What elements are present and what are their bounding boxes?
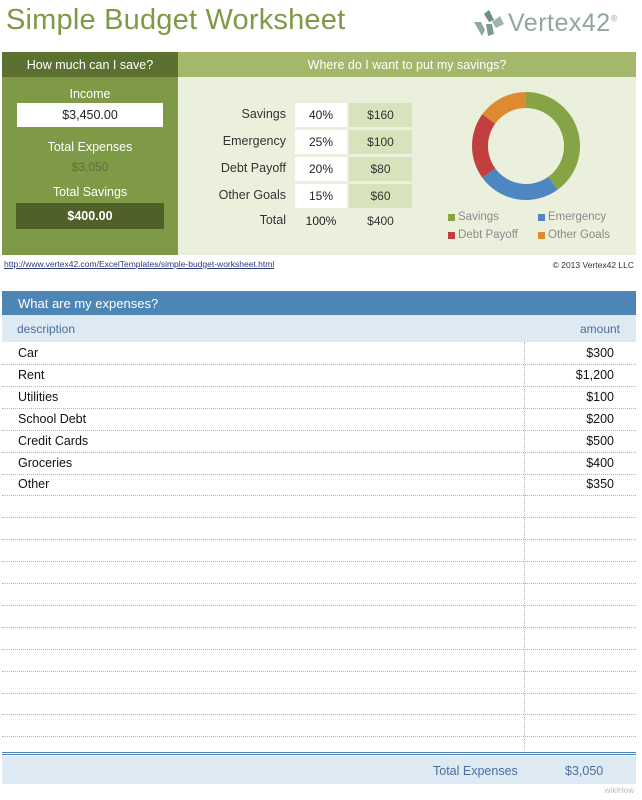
allocation-total-label: Total xyxy=(259,213,286,227)
allocation-amount: $80 xyxy=(349,157,412,181)
table-row[interactable] xyxy=(2,539,636,563)
expense-description[interactable]: Groceries xyxy=(18,455,73,470)
expenses-total-row: Total Expenses $3,050 xyxy=(2,756,636,784)
table-row[interactable] xyxy=(2,495,636,519)
vertex42-logo: Vertex42® xyxy=(472,6,632,40)
total-divider xyxy=(2,752,636,755)
allocation-amount: $100 xyxy=(349,130,412,154)
table-row[interactable]: Car $300 xyxy=(2,342,636,365)
legend-swatch xyxy=(538,231,545,239)
allocation-percent-input[interactable]: 15% xyxy=(295,184,347,208)
donut-slice-debt-payoff xyxy=(472,114,496,178)
legend-item-other-goals: Other Goals xyxy=(538,229,610,241)
allocation-total-percent: 100% xyxy=(305,214,337,228)
expenses-column-header: description amount xyxy=(2,315,636,342)
expense-amount[interactable]: $100 xyxy=(586,389,614,404)
table-row[interactable] xyxy=(2,692,636,716)
legend-label: Emergency xyxy=(548,211,607,223)
expenses-total-label: Total Expenses xyxy=(433,764,518,778)
description-column-header: description xyxy=(17,322,76,336)
table-row[interactable]: School Debt $200 xyxy=(2,408,636,431)
total-expenses-value: $3,050 xyxy=(71,160,109,174)
expense-amount[interactable]: $400 xyxy=(586,455,614,470)
legend-label: Other Goals xyxy=(548,229,610,241)
allocation-row-emergency: Emergency 25% $100 xyxy=(178,130,418,154)
expense-amount[interactable]: $1,200 xyxy=(575,367,614,382)
savings-allocation-heading: Where do I want to put my savings? xyxy=(178,52,636,77)
expense-description[interactable]: School Debt xyxy=(18,411,87,426)
logo-mark-icon xyxy=(474,10,504,36)
expenses-total-value: $3,050 xyxy=(565,764,604,778)
donut-slice-emergency xyxy=(482,168,558,200)
allocation-row-debt-payoff: Debt Payoff 20% $80 xyxy=(178,157,418,181)
savings-summary-panel: How much can I save? Income $3,450.00 To… xyxy=(2,52,178,255)
expense-amount[interactable]: $500 xyxy=(586,433,614,448)
table-row[interactable] xyxy=(2,671,636,694)
logo-text: Vertex42® xyxy=(508,8,618,37)
table-row[interactable]: Utilities $100 xyxy=(2,386,636,409)
table-row[interactable] xyxy=(2,561,636,584)
expense-description[interactable]: Rent xyxy=(18,367,45,382)
allocation-row-other-goals: Other Goals 15% $60 xyxy=(178,184,418,208)
income-label: Income xyxy=(69,87,111,101)
savings-allocation-panel: Where do I want to put my savings? Savin… xyxy=(178,52,636,255)
table-row[interactable]: Rent $1,200 xyxy=(2,364,636,387)
savings-summary-heading: How much can I save? xyxy=(2,52,178,77)
allocation-percent-input[interactable]: 20% xyxy=(295,157,347,181)
expense-description[interactable]: Utilities xyxy=(18,389,59,404)
allocation-percent-input[interactable]: 40% xyxy=(295,103,347,127)
allocation-label: Debt Payoff xyxy=(220,161,286,175)
table-row[interactable] xyxy=(2,627,636,650)
page-title: Simple Budget Worksheet xyxy=(6,4,346,36)
expense-description[interactable]: Credit Cards xyxy=(18,433,89,448)
watermark: wikiHow xyxy=(604,786,634,795)
expenses-heading: What are my expenses? xyxy=(2,291,636,315)
savings-donut-chart xyxy=(472,92,580,200)
table-row[interactable] xyxy=(2,649,636,672)
table-row[interactable] xyxy=(2,605,636,628)
template-link[interactable]: http://www.vertex42.com/ExcelTemplates/s… xyxy=(4,259,275,269)
allocation-row-total: Total 100% $400 xyxy=(178,209,418,233)
allocation-label: Other Goals xyxy=(218,188,286,202)
legend-swatch xyxy=(538,213,545,221)
legend-swatch xyxy=(448,213,455,221)
copyright-text: © 2013 Vertex42 LLC xyxy=(552,260,634,270)
legend-item-savings: Savings xyxy=(448,211,499,223)
table-row[interactable]: Credit Cards $500 xyxy=(2,430,636,453)
table-row[interactable]: Groceries $400 xyxy=(2,452,636,475)
expense-amount[interactable]: $350 xyxy=(586,477,614,492)
allocation-amount: $60 xyxy=(349,184,412,208)
allocation-total-amount: $400 xyxy=(367,214,394,228)
allocation-row-savings: Savings 40% $160 xyxy=(178,103,418,127)
allocation-amount: $160 xyxy=(349,103,412,127)
legend-swatch xyxy=(448,231,455,239)
expense-amount[interactable]: $300 xyxy=(586,346,614,360)
allocation-label: Savings xyxy=(241,107,286,121)
legend-item-emergency: Emergency xyxy=(538,211,606,223)
donut-slice-other-goals xyxy=(482,92,526,124)
column-divider xyxy=(524,342,525,750)
expense-description[interactable]: Car xyxy=(18,346,39,360)
table-row[interactable] xyxy=(2,583,636,606)
table-row[interactable] xyxy=(2,517,636,541)
allocation-label: Emergency xyxy=(222,134,286,148)
total-expenses-label: Total Expenses xyxy=(47,140,133,154)
legend-item-debt-payoff: Debt Payoff xyxy=(448,229,518,241)
table-row[interactable]: Other $350 xyxy=(2,473,636,497)
total-savings-value: $400.00 xyxy=(16,203,164,229)
legend-label: Savings xyxy=(458,211,499,223)
allocation-percent-input[interactable]: 25% xyxy=(295,130,347,154)
expense-description[interactable]: Other xyxy=(18,477,50,492)
expense-amount[interactable]: $200 xyxy=(586,411,614,426)
table-row[interactable] xyxy=(2,714,636,738)
income-input[interactable]: $3,450.00 xyxy=(17,103,163,127)
legend-label: Debt Payoff xyxy=(458,229,518,241)
donut-slice-savings xyxy=(526,92,580,190)
total-savings-label: Total Savings xyxy=(52,185,128,199)
amount-column-header: amount xyxy=(579,322,620,336)
